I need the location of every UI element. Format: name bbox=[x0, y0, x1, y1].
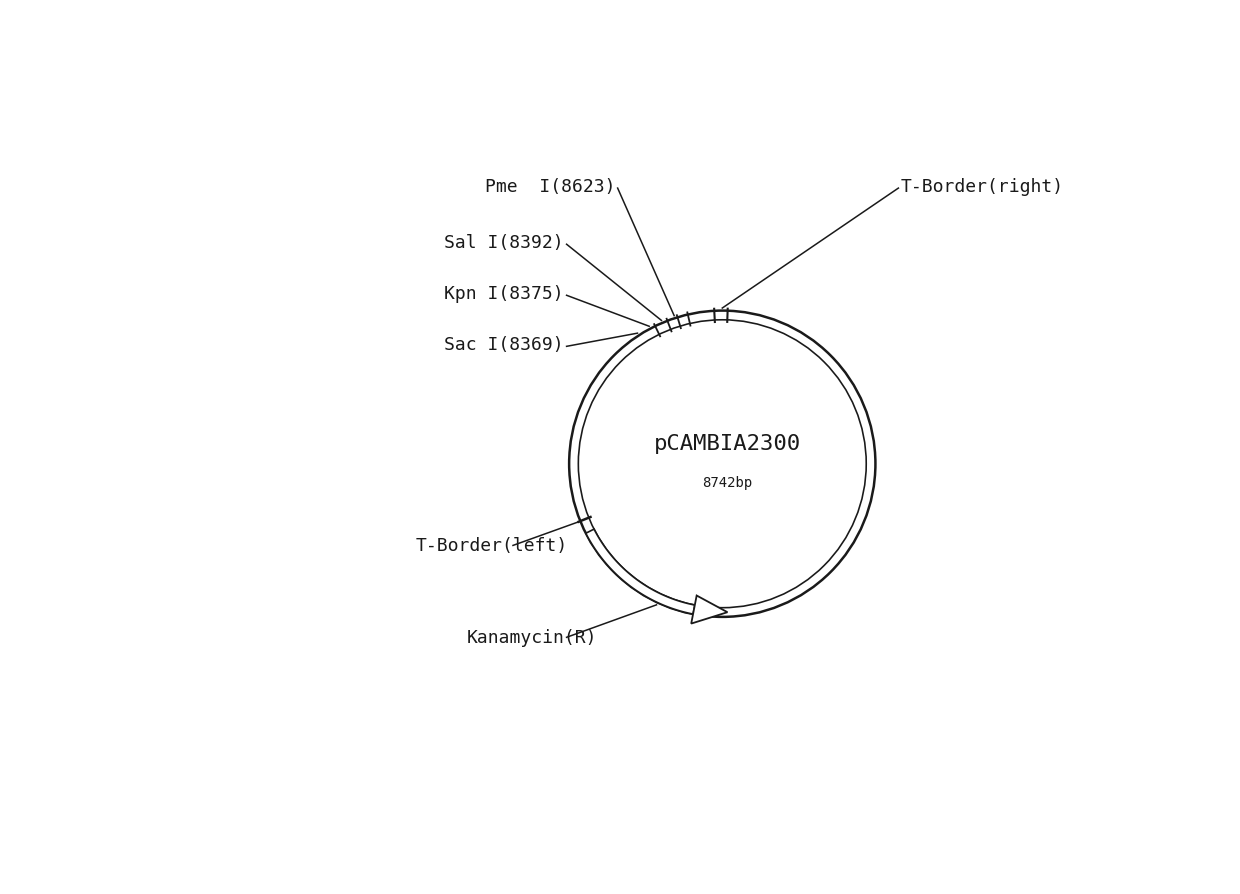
Text: Kanamycin(R): Kanamycin(R) bbox=[467, 628, 598, 646]
Text: 8742bp: 8742bp bbox=[702, 475, 753, 489]
Text: T-Border(right): T-Border(right) bbox=[901, 177, 1064, 195]
Text: pCAMBIA2300: pCAMBIA2300 bbox=[653, 434, 801, 454]
Text: Sal I(8392): Sal I(8392) bbox=[444, 233, 564, 251]
Polygon shape bbox=[691, 596, 728, 624]
Text: Kpn I(8375): Kpn I(8375) bbox=[444, 284, 564, 302]
Text: T-Border(left): T-Border(left) bbox=[415, 536, 568, 555]
Text: Sac I(8369): Sac I(8369) bbox=[444, 335, 564, 353]
Polygon shape bbox=[585, 529, 694, 614]
Text: Pme  I(8623): Pme I(8623) bbox=[485, 177, 615, 195]
